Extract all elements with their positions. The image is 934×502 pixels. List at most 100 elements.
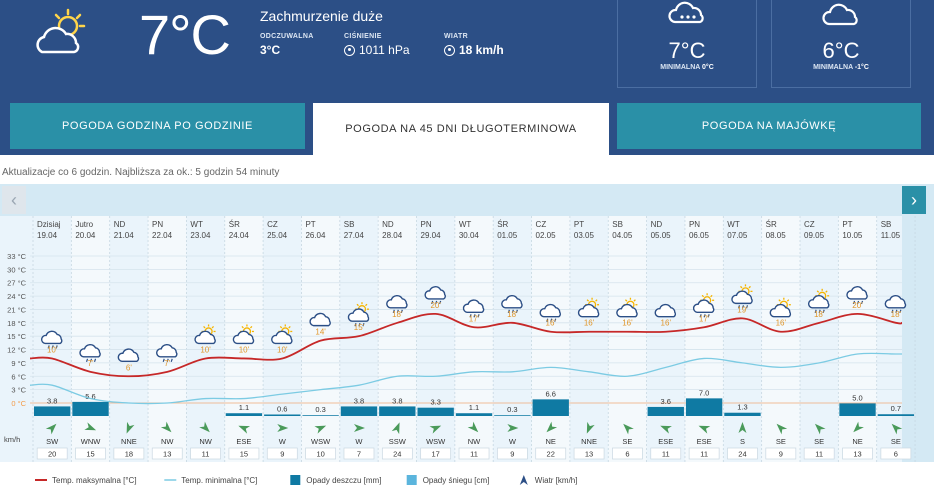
wind-speed-box (765, 447, 797, 460)
rain-bar (877, 414, 915, 416)
max-temp-label: 15' (354, 323, 365, 332)
rain-cloud-icon (668, 1, 704, 24)
max-temp-label: 18' (814, 310, 825, 319)
wind-speed-label: 15 (86, 450, 94, 459)
wind-arrow-icon (126, 421, 135, 434)
day-name-label: SB (881, 220, 892, 229)
rain-cloud-icon (539, 303, 561, 322)
day-name-label: ŚR (766, 220, 777, 229)
rain-value-label: 0.3 (315, 405, 325, 414)
wind-speed-label: 24 (393, 450, 401, 459)
wind-direction-label: ESE (236, 437, 251, 446)
rain-value-label: 0.7 (891, 404, 901, 413)
day-after-card[interactable]: 6°C MINIMALNA -1°C (771, 0, 911, 88)
day-column-bg (761, 216, 800, 462)
wind-speed-label: 9 (779, 450, 783, 459)
wind-speed-box (612, 447, 643, 460)
cloud-icon (822, 3, 858, 26)
chart-next-button[interactable]: › (902, 186, 926, 214)
max-temp-label: 16' (546, 319, 557, 328)
day-name-label: ŚR (229, 220, 240, 229)
day-date-label: 08.05 (766, 231, 787, 240)
y-tick-label: 18 °C (7, 319, 26, 328)
wind-direction-label: ESE (658, 437, 673, 446)
day-date-label: 25.04 (267, 231, 288, 240)
wind-speed-box (803, 447, 835, 460)
legend-label: Wiatr [km/h] (535, 476, 578, 485)
card-min-value: 0°C (702, 64, 714, 71)
day-date-label: 20.04 (75, 231, 96, 240)
rain-value-label: 5.0 (852, 393, 862, 402)
wind-speed-label: 10 (316, 450, 324, 459)
rain-cloud-icon (884, 294, 907, 314)
cloud-icon (654, 303, 677, 318)
day-date-label: 23.04 (190, 231, 211, 240)
wind-speed-label: 11 (700, 450, 708, 459)
wind-speed-box (573, 447, 605, 460)
day-name-label: CZ (536, 220, 547, 229)
rain-value-label: 6.6 (546, 389, 556, 398)
max-temp-label: 20' (430, 301, 441, 310)
day-date-label: 09.05 (804, 231, 825, 240)
wind-arrow-icon (353, 424, 365, 432)
tab-hourly[interactable]: POGODA GODZINA PO GODZINIE (10, 103, 305, 149)
wind-direction-label: WSW (426, 437, 446, 446)
wind-direction-label: W (355, 437, 363, 446)
day-date-label: 11.05 (881, 231, 901, 240)
y-tick-label: 33 °C (7, 252, 26, 261)
day-name-label: ND (382, 220, 394, 229)
tomorrow-card[interactable]: 7°C MINIMALNA 0°C (617, 0, 757, 88)
wind-speed-box (420, 447, 452, 460)
wind-speed-label: 11 (662, 450, 670, 459)
chart-top-band (0, 184, 934, 216)
sun-rain-icon (692, 293, 715, 318)
wind-speed-box (36, 447, 68, 460)
wind-arrow-icon (814, 423, 826, 435)
y-tick-label: 3 °C (11, 386, 26, 395)
rain-value-label: 1.1 (239, 403, 249, 412)
wind-speed-label: 11 (815, 450, 823, 459)
wind-icon (444, 44, 455, 56)
day-date-label: 28.04 (382, 231, 403, 240)
day-column-bg (454, 216, 494, 462)
wind-speed-label: 13 (853, 450, 861, 459)
wind-direction-label: SE (776, 437, 786, 446)
pressure-icon (344, 44, 355, 56)
wind-speed-label: 9 (280, 450, 284, 459)
legend-min: Temp. minimalna [°C] (164, 476, 257, 485)
max-temp-label: 17' (699, 314, 710, 323)
wind-direction-label: NNE (581, 437, 597, 446)
wind-value: 18 km/h (459, 43, 504, 57)
chart-prev-button[interactable]: ‹ (2, 186, 26, 214)
card-min: MINIMALNA -1°C (772, 64, 910, 71)
day-name-label: ND (651, 220, 663, 229)
wind-speed-label: 17 (432, 450, 440, 459)
wind-direction-label: SE (814, 437, 824, 446)
tab-45-days[interactable]: POGODA NA 45 DNI DŁUGOTERMINOWA (313, 103, 609, 155)
wind-direction-label: NW (199, 437, 212, 446)
day-date-label: 07.05 (727, 231, 748, 240)
feels-like-block: ODCZUWALNA 3°C (260, 33, 314, 57)
forecast-chart: 33 °C 30 °C 27 °C 24 °C 21 °C 18 °C 15 °C 12 °C… (0, 184, 934, 502)
legend-snow-swatch (406, 475, 417, 485)
day-name-label: Dzisiaj (37, 220, 61, 229)
rain-bar (724, 412, 761, 416)
rain-bar (455, 413, 493, 416)
wind-speed-box (650, 447, 682, 460)
legend-wind: Wiatr [km/h] (519, 475, 578, 485)
y-tick-label: 15 °C (7, 332, 26, 341)
wind-direction-label: S (740, 437, 745, 446)
wind-arrow-icon (467, 421, 479, 433)
wind-direction-label: NE (546, 437, 556, 446)
rain-bar (34, 406, 71, 416)
max-temp-label: 20' (852, 301, 863, 310)
cloud-icon (309, 312, 331, 327)
day-date-label: 03.05 (574, 231, 595, 240)
update-info: Aktualizacje co 6 godzin. Najbliższa za … (2, 167, 280, 178)
rain-value-label: 3.6 (661, 397, 671, 406)
max-temp-label: 19' (737, 305, 748, 314)
wind-speed-box (151, 447, 183, 460)
weather-description: Zachmurzenie duże (260, 8, 383, 24)
tab-majowka[interactable]: POGODA NA MAJÓWKĘ (617, 103, 921, 149)
wind-speed-label: 20 (48, 450, 56, 459)
